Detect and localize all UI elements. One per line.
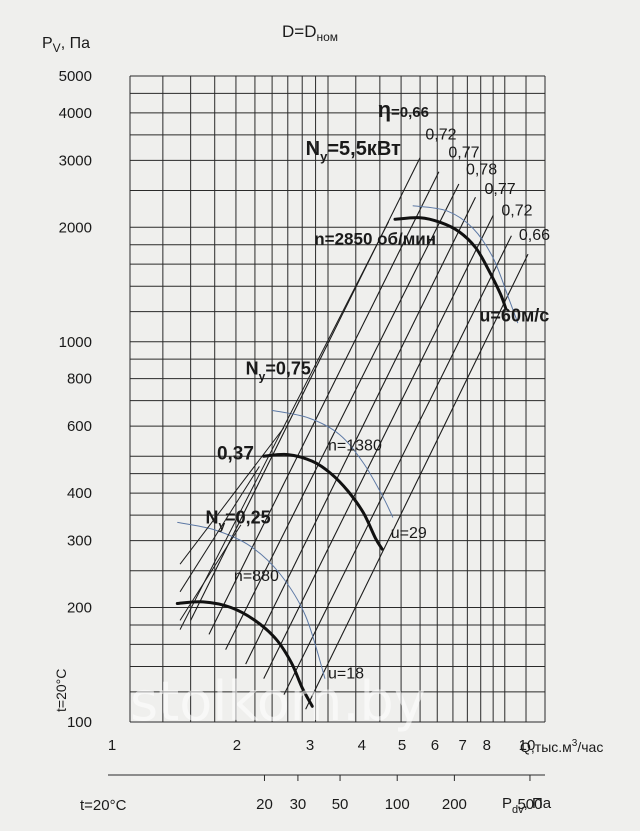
y-tick-800: 800 (67, 371, 92, 388)
chart-title: D=Dном (282, 22, 338, 44)
y-tick-400: 400 (67, 485, 92, 502)
annotation-n037: 0,37 (217, 444, 254, 465)
annotation-eta: η=0,66 (378, 97, 429, 122)
x-tick-8: 8 (483, 737, 491, 754)
pressure-curve-n-2850-об-мин (393, 216, 508, 311)
annotation-u-29: u=29 (391, 525, 427, 542)
y-tick-3000: 3000 (59, 152, 92, 169)
efficiency-line-2-0-77 (225, 183, 460, 650)
pressure-curves (175, 216, 508, 708)
power-line-0-37 (179, 466, 260, 593)
velocity-curve-u-18 (177, 521, 326, 679)
efficiency-lines (190, 157, 529, 710)
x-tick-2: 2 (233, 737, 241, 754)
velocity-curve-u-29 (271, 409, 394, 518)
power-line-0-75 (179, 427, 285, 565)
velocity-curve-u-60м-с (412, 205, 519, 324)
pdv-tick-20: 20 (256, 796, 273, 813)
x-tick-7: 7 (459, 737, 467, 754)
tick-labels: 5000 4000 3000 2000 1000 800 600 400 300 200 100 1 2… (59, 68, 536, 754)
annotation-ny-025: Ny=0,25 (205, 507, 270, 532)
pdv-tick-30: 30 (290, 796, 307, 813)
y-tick-300: 300 (67, 533, 92, 550)
x-tick-6: 6 (431, 737, 439, 754)
power-line-5-5квт (179, 221, 390, 630)
annotation-eta-072b: 0,72 (501, 202, 532, 219)
velocity-curves (177, 205, 519, 679)
efficiency-line-1-0-72 (208, 171, 440, 635)
pdv-tick-50: 50 (332, 796, 349, 813)
y-tick-5000: 5000 (59, 68, 92, 85)
annotation-u-60: u=60м/с (479, 306, 549, 326)
x-tick-1: 1 (108, 737, 116, 754)
x-axis-label: Q,тыс.м3/час (520, 738, 603, 755)
annotation-ny-075: Ny=0,75 (246, 359, 311, 384)
efficiency-line-6-0-66 (305, 253, 529, 710)
pdv-right-label: Pdv, Па (502, 795, 552, 816)
annotation-eta-077a: 0,77 (448, 145, 479, 162)
pressure-curve-n-1380 (262, 452, 384, 551)
pdv-tick-200: 200 (442, 796, 467, 813)
power-line-0-25 (179, 524, 242, 621)
annotation-n-880: n=880 (234, 568, 279, 585)
efficiency-line-5-0-72 (283, 235, 512, 695)
x-tick-4: 4 (358, 737, 366, 754)
efficiency-line-3-0-78 (245, 196, 476, 665)
y-tick-4000: 4000 (59, 105, 92, 122)
y-tick-1000: 1000 (59, 334, 92, 351)
y-tick-100: 100 (67, 714, 92, 731)
x-tick-10: 10 (519, 737, 536, 754)
pdv-left-label: t=20°C (80, 797, 127, 814)
annotation-eta-066b: 0,66 (519, 227, 550, 244)
grid (129, 75, 546, 723)
efficiency-line-4-0-77 (263, 215, 494, 679)
y-tick-200: 200 (67, 600, 92, 617)
annotation-u-18: u=18 (328, 666, 364, 683)
power-lines (179, 221, 390, 630)
annotation-eta-072a: 0,72 (425, 127, 456, 144)
annotation-eta-077b: 0,77 (485, 181, 516, 198)
y-axis-label: PV, Па (42, 35, 90, 55)
side-temp-label: t=20°C (53, 669, 69, 712)
y-tick-600: 600 (67, 418, 92, 435)
pdv-axis: 20 30 50 100 200 500 (108, 774, 545, 813)
x-tick-5: 5 (398, 737, 406, 754)
annotation-eta-078: 0,78 (466, 162, 497, 179)
annotation-n-1380: n=1380 (328, 437, 382, 454)
x-tick-3: 3 (306, 737, 314, 754)
pressure-curve-n-880 (175, 600, 314, 708)
annotation-ny-55: Ny=5,5кВт (306, 138, 401, 164)
y-tick-2000: 2000 (59, 219, 92, 236)
pdv-tick-500: 500 (517, 796, 542, 813)
pdv-tick-100: 100 (385, 796, 410, 813)
annotation-n-2850: n=2850 об/мин (314, 230, 436, 249)
watermark: stolkom.by (130, 670, 426, 733)
annotations: η=0,660,720,770,780,770,720,66Ny=5,5кВтn… (205, 97, 550, 683)
